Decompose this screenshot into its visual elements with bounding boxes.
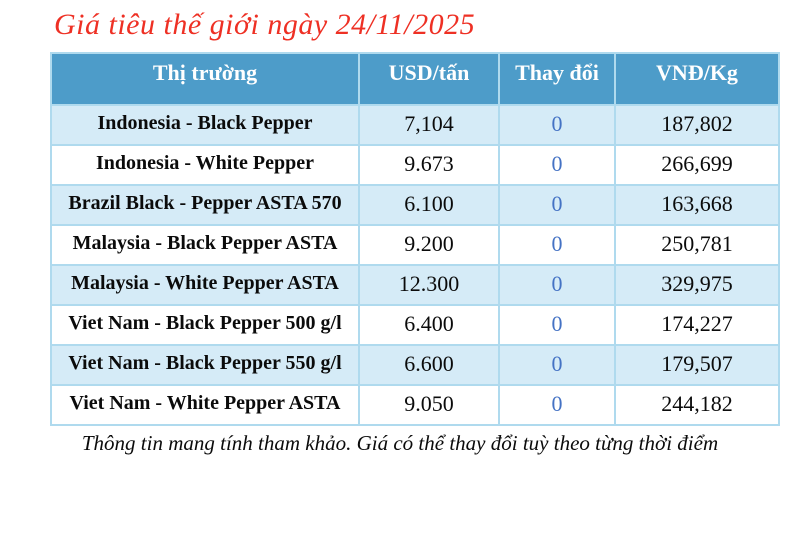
- table-row: Indonesia - White Pepper 9.673 0 266,699: [50, 144, 780, 186]
- table-row: Viet Nam - Black Pepper 500 g/l 6.400 0 …: [50, 304, 780, 346]
- vnd-cell: 329,975: [614, 264, 780, 306]
- market-cell: Malaysia - White Pepper ASTA: [50, 264, 360, 306]
- change-cell: 0: [498, 224, 616, 266]
- col-header-usd: USD/tấn: [358, 52, 500, 106]
- usd-cell: 6.100: [358, 184, 500, 226]
- market-cell: Viet Nam - White Pepper ASTA: [50, 384, 360, 426]
- table-row: Malaysia - White Pepper ASTA 12.300 0 32…: [50, 264, 780, 306]
- market-cell: Viet Nam - Black Pepper 550 g/l: [50, 344, 360, 386]
- change-cell: 0: [498, 304, 616, 346]
- usd-cell: 7,104: [358, 104, 500, 146]
- page: Giá tiêu thế giới ngày 24/11/2025 Thị tr…: [50, 8, 780, 455]
- usd-cell: 9.673: [358, 144, 500, 186]
- footer-note: Thông tin mang tính tham khảo. Giá có th…: [81, 431, 719, 455]
- vnd-cell: 163,668: [614, 184, 780, 226]
- vnd-cell: 244,182: [614, 384, 780, 426]
- col-header-vnd: VNĐ/Kg: [614, 52, 780, 106]
- market-cell: Indonesia - White Pepper: [50, 144, 360, 186]
- table-row: Malaysia - Black Pepper ASTA 9.200 0 250…: [50, 224, 780, 266]
- usd-cell: 6.600: [358, 344, 500, 386]
- change-cell: 0: [498, 344, 616, 386]
- market-cell: Brazil Black - Pepper ASTA 570: [50, 184, 360, 226]
- vnd-cell: 174,227: [614, 304, 780, 346]
- change-cell: 0: [498, 104, 616, 146]
- market-cell: Malaysia - Black Pepper ASTA: [50, 224, 360, 266]
- table-row: Viet Nam - Black Pepper 550 g/l 6.600 0 …: [50, 344, 780, 386]
- vnd-cell: 266,699: [614, 144, 780, 186]
- usd-cell: 12.300: [358, 264, 500, 306]
- vnd-cell: 187,802: [614, 104, 780, 146]
- change-cell: 0: [498, 144, 616, 186]
- vnd-cell: 179,507: [614, 344, 780, 386]
- market-cell: Viet Nam - Black Pepper 500 g/l: [50, 304, 360, 346]
- usd-cell: 9.050: [358, 384, 500, 426]
- vnd-cell: 250,781: [614, 224, 780, 266]
- change-cell: 0: [498, 184, 616, 226]
- table-header-row: Thị trường USD/tấn Thay đổi VNĐ/Kg: [50, 52, 780, 106]
- col-header-market: Thị trường: [50, 52, 360, 106]
- market-cell: Indonesia - Black Pepper: [50, 104, 360, 146]
- col-header-change: Thay đổi: [498, 52, 616, 106]
- change-cell: 0: [498, 264, 616, 306]
- table-row: Brazil Black - Pepper ASTA 570 6.100 0 1…: [50, 184, 780, 226]
- usd-cell: 6.400: [358, 304, 500, 346]
- table-body: Indonesia - Black Pepper 7,104 0 187,802…: [50, 104, 780, 426]
- price-table: Thị trường USD/tấn Thay đổi VNĐ/Kg Indon…: [50, 52, 780, 426]
- usd-cell: 9.200: [358, 224, 500, 266]
- table-row: Viet Nam - White Pepper ASTA 9.050 0 244…: [50, 384, 780, 426]
- table-row: Indonesia - Black Pepper 7,104 0 187,802: [50, 104, 780, 146]
- change-cell: 0: [498, 384, 616, 426]
- page-title: Giá tiêu thế giới ngày 24/11/2025: [54, 8, 476, 41]
